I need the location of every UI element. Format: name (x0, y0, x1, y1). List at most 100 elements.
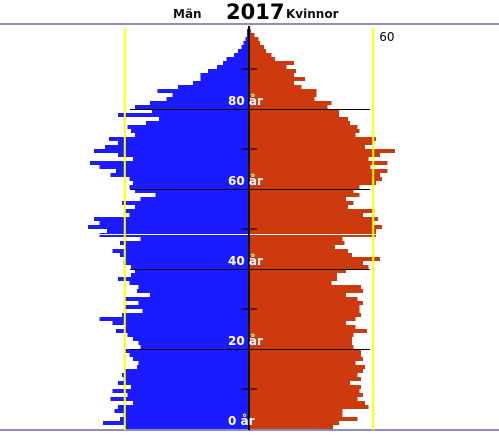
women-bar-age-1 (249, 421, 339, 425)
men-bar-age-29 (142, 309, 249, 313)
women-bar-age-29 (249, 309, 360, 313)
women-bar-age-45 (249, 245, 335, 249)
men-bar-age-15 (136, 365, 249, 369)
women-bar-age-16 (249, 361, 356, 365)
men-bar-age-8 (127, 393, 249, 397)
men-bar-age-36 (129, 281, 249, 285)
women-label: Kvinnor (286, 7, 339, 21)
men-bar-age-14 (125, 369, 249, 373)
men-bar-age-43 (120, 253, 249, 257)
men-bar-age-94 (237, 49, 249, 53)
men-bar-age-33 (149, 293, 249, 297)
women-bar-age-58 (249, 193, 360, 197)
age-label-80: 80 år (228, 94, 263, 108)
women-bar-age-11 (249, 381, 350, 385)
men-bar-age-74 (131, 129, 249, 133)
men-bar-age-32 (125, 297, 249, 301)
women-bar-age-30 (249, 305, 360, 309)
women-bar-age-23 (249, 333, 354, 337)
women-bar-age-80 (249, 105, 328, 109)
women-bar-age-79 (249, 109, 339, 113)
women-bar-age-28 (249, 313, 362, 317)
men-bar-age-70 (105, 145, 249, 149)
men-bar-age-7 (110, 397, 249, 401)
men-bar-age-89 (207, 69, 249, 73)
men-bar-age-66 (90, 161, 249, 165)
men-bar-age-1 (103, 421, 249, 425)
men-bar-age-17 (133, 357, 249, 361)
men-bar-age-71 (118, 141, 249, 145)
women-bar-age-31 (249, 301, 364, 305)
women-bar-age-6 (249, 401, 365, 405)
women-bar-age-33 (249, 293, 347, 297)
women-bar-age-81 (249, 101, 332, 105)
women-bar-age-67 (249, 157, 369, 161)
men-bar-age-22 (133, 337, 249, 341)
men-bar-age-87 (200, 77, 249, 81)
men-bar-age-55 (134, 205, 249, 209)
women-bar-age-64 (249, 169, 388, 173)
women-bar-age-21 (249, 341, 352, 345)
women-bar-age-61 (249, 181, 377, 185)
men-bar-age-65 (99, 165, 250, 169)
men-bar-age-58 (155, 193, 249, 197)
men-bar-age-75 (127, 125, 249, 129)
men-bar-age-6 (133, 401, 249, 405)
women-bar-age-39 (249, 269, 347, 273)
men-bar-age-24 (116, 329, 249, 333)
women-bar-age-5 (249, 405, 369, 409)
women-bar-age-69 (249, 149, 395, 153)
women-bar-age-41 (249, 261, 364, 265)
women-bar-age-52 (249, 217, 378, 221)
women-bar-age-91 (249, 61, 294, 65)
men-bar-age-64 (116, 169, 249, 173)
men-bar-age-3 (123, 413, 249, 417)
men-bar-age-0 (125, 425, 249, 429)
women-bar-age-82 (249, 97, 315, 101)
women-bar-age-37 (249, 277, 337, 281)
women-bar-age-59 (249, 189, 354, 193)
women-bar-age-68 (249, 153, 380, 157)
women-bar-age-42 (249, 257, 380, 261)
men-bar-age-25 (125, 325, 249, 329)
women-bar-age-76 (249, 121, 350, 125)
women-bar-age-89 (249, 69, 296, 73)
men-bar-age-86 (192, 81, 249, 85)
men-bar-age-26 (112, 321, 249, 325)
women-bar-age-77 (249, 117, 349, 121)
men-bar-age-47 (140, 237, 249, 241)
men-bar-age-78 (118, 113, 249, 117)
men-bar-age-61 (133, 181, 249, 185)
women-bar-age-0 (249, 425, 334, 429)
women-bar-age-44 (249, 249, 349, 253)
men-bar-age-96 (243, 41, 249, 45)
men-bar-age-4 (114, 409, 250, 413)
women-bar-age-22 (249, 337, 352, 341)
men-bar-age-46 (120, 241, 249, 245)
men-bar-age-5 (118, 405, 249, 409)
men-bar-age-38 (131, 273, 249, 277)
women-bar-age-34 (249, 289, 364, 293)
age-label-40: 40 år (228, 254, 263, 268)
men-bar-age-62 (129, 177, 249, 181)
men-bar-age-10 (131, 385, 249, 389)
women-bar-age-8 (249, 393, 364, 397)
men-bar-age-82 (166, 97, 249, 101)
men-label: Män (173, 7, 202, 21)
women-bar-age-15 (249, 365, 365, 369)
women-bar-age-94 (249, 49, 266, 53)
men-bar-age-49 (106, 229, 250, 233)
women-bar-age-73 (249, 133, 356, 137)
women-bar-age-88 (249, 73, 294, 77)
women-bar-age-97 (249, 37, 259, 41)
men-bar-age-11 (118, 381, 249, 385)
men-bar-age-19 (125, 349, 249, 353)
women-bar-age-98 (249, 33, 255, 37)
women-bar-age-50 (249, 225, 382, 229)
women-bar-age-63 (249, 173, 380, 177)
men-bar-age-13 (121, 373, 249, 377)
women-bar-age-9 (249, 389, 360, 393)
women-bar-age-72 (249, 137, 377, 141)
men-bar-age-37 (118, 277, 249, 281)
